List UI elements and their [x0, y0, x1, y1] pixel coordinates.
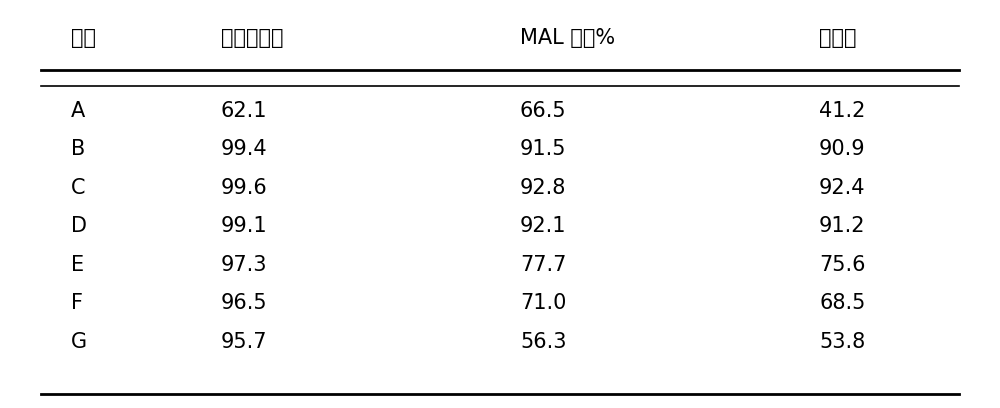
Text: 92.1: 92.1 [520, 216, 566, 236]
Text: A: A [71, 101, 85, 121]
Text: 71.0: 71.0 [520, 293, 566, 313]
Text: 92.4: 92.4 [819, 178, 866, 198]
Text: 丙醛转化率: 丙醛转化率 [221, 28, 283, 48]
Text: D: D [71, 216, 87, 236]
Text: 66.5: 66.5 [520, 101, 567, 121]
Text: MAL 收率%: MAL 收率% [520, 28, 615, 48]
Text: 41.2: 41.2 [819, 101, 865, 121]
Text: 97.3: 97.3 [221, 255, 267, 275]
Text: 53.8: 53.8 [819, 332, 865, 352]
Text: 77.7: 77.7 [520, 255, 566, 275]
Text: 99.4: 99.4 [221, 139, 267, 159]
Text: 91.2: 91.2 [819, 216, 866, 236]
Text: E: E [71, 255, 84, 275]
Text: B: B [71, 139, 85, 159]
Text: 92.8: 92.8 [520, 178, 566, 198]
Text: 选择性: 选择性 [819, 28, 857, 48]
Text: C: C [71, 178, 86, 198]
Text: F: F [71, 293, 83, 313]
Text: 56.3: 56.3 [520, 332, 566, 352]
Text: 62.1: 62.1 [221, 101, 267, 121]
Text: 99.1: 99.1 [221, 216, 267, 236]
Text: 96.5: 96.5 [221, 293, 267, 313]
Text: 91.5: 91.5 [520, 139, 566, 159]
Text: 95.7: 95.7 [221, 332, 267, 352]
Text: 90.9: 90.9 [819, 139, 866, 159]
Text: 样品: 样品 [71, 28, 96, 48]
Text: 75.6: 75.6 [819, 255, 866, 275]
Text: G: G [71, 332, 87, 352]
Text: 99.6: 99.6 [221, 178, 268, 198]
Text: 68.5: 68.5 [819, 293, 865, 313]
